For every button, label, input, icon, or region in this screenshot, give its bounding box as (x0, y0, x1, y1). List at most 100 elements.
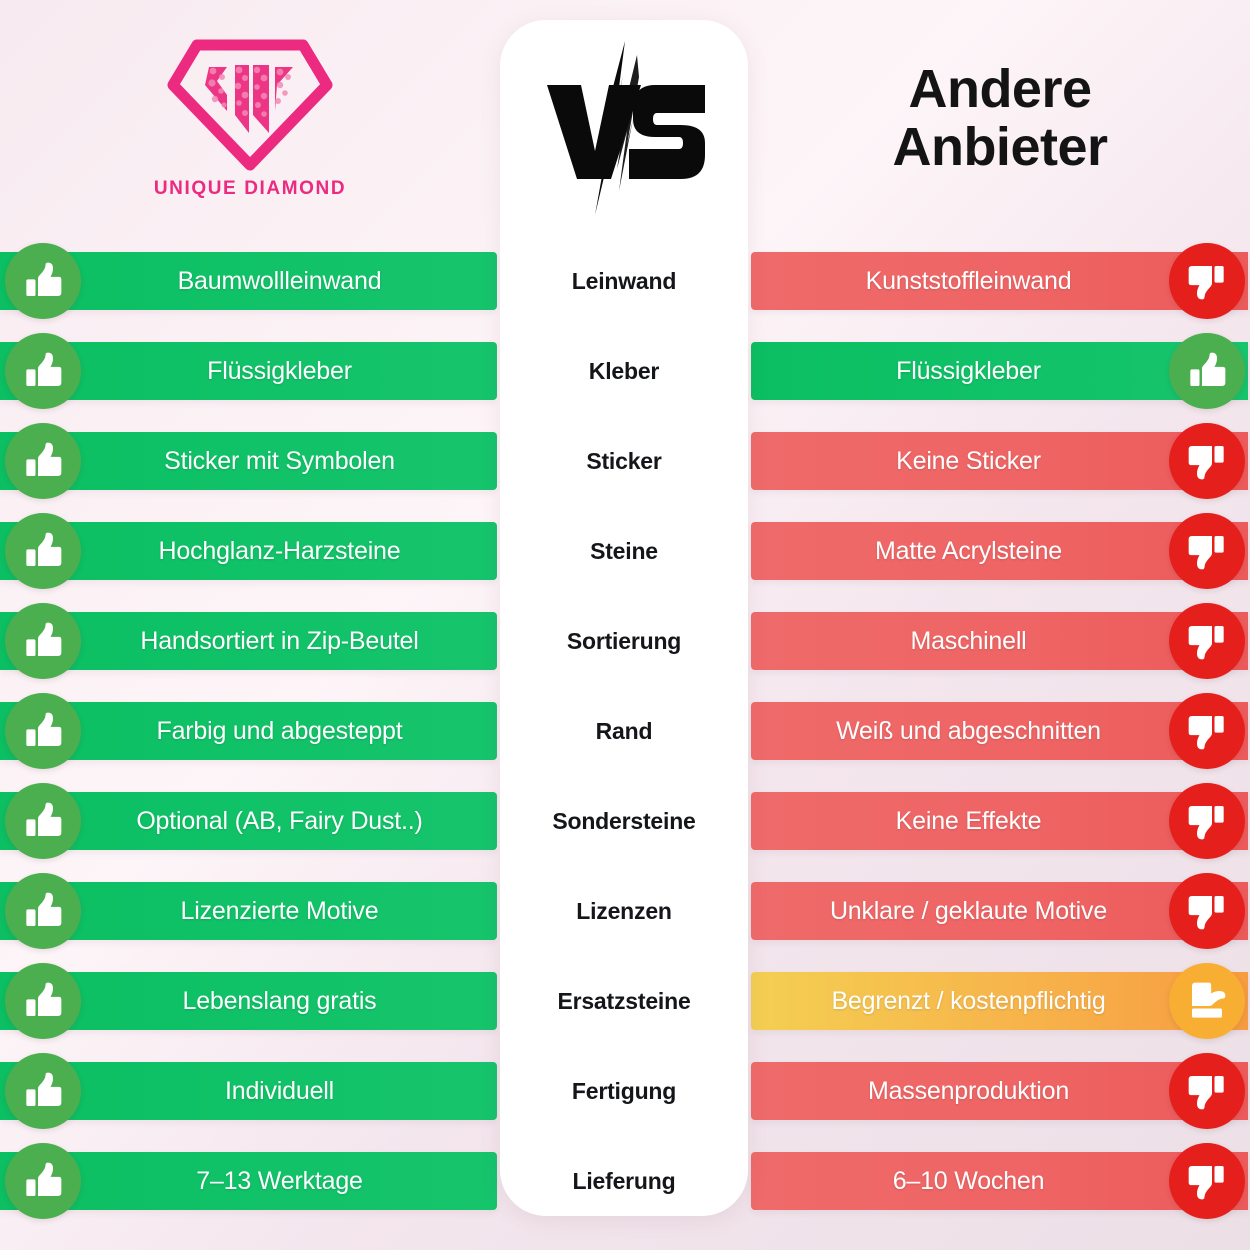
competitor-value-text: Weiß und abgeschnitten (836, 716, 1101, 745)
brand-value-bar: Flüssigkleber (0, 342, 497, 400)
competitor-header: Andere Anbieter (750, 0, 1250, 236)
competitor-value-text: Massenproduktion (867, 1076, 1070, 1105)
header: UNIQUE DIAMOND Andere Anbieter (0, 0, 1250, 236)
competitor-value-text: Unklare / geklaute Motive (829, 896, 1108, 925)
brand-value-text: Sticker mit Symbolen (164, 446, 395, 475)
competitor-value-bar: Begrenzt / kostenpflichtig (751, 972, 1248, 1030)
competitor-value-text: Kunststoffleinwand (865, 266, 1072, 295)
competitor-value-text: Begrenzt / kostenpflichtig (831, 986, 1106, 1015)
vs-icon (547, 41, 705, 215)
brand-value-bar: Sticker mit Symbolen (0, 432, 497, 490)
thumbs-down-icon (1169, 693, 1245, 769)
comparison-row: Baumwollleinwand Kunststoffleinwand (0, 236, 1250, 326)
thumbs-down-icon (1169, 1053, 1245, 1129)
center-panel: Leinwand Kleber Sticker Steine Sortierun… (500, 20, 748, 1216)
brand-value-bar: Handsortiert in Zip-Beutel (0, 612, 497, 670)
comparison-row: Sticker mit Symbolen Keine Sticker (0, 416, 1250, 506)
competitor-value-bar: 6–10 Wochen (751, 1152, 1248, 1210)
comparison-row: Farbig und abgesteppt Weiß und abgeschnit… (0, 686, 1250, 776)
category-label: Rand (595, 717, 653, 744)
brand-value-text: Hochglanz-Harzsteine (158, 536, 401, 565)
diamond-logo-icon (165, 37, 335, 172)
thumbs-down-icon (1169, 423, 1245, 499)
comparison-row: Individuell Massenproduktion (0, 1046, 1250, 1136)
thumbs-up-icon (5, 333, 81, 409)
thumbs-up-icon (1169, 333, 1245, 409)
competitor-value-bar: Kunststoffleinwand (751, 252, 1248, 310)
brand-value-text: Individuell (225, 1076, 334, 1105)
brand-value-text: Baumwollleinwand (177, 266, 382, 295)
thumbs-down-icon (1169, 243, 1245, 319)
competitor-value-bar: Maschinell (751, 612, 1248, 670)
competitor-title-line1: Andere (908, 58, 1092, 119)
thumbs-up-icon (5, 783, 81, 859)
thumbs-down-icon (1169, 603, 1245, 679)
competitor-value-bar: Unklare / geklaute Motive (751, 882, 1248, 940)
brand-value-bar: Individuell (0, 1062, 497, 1120)
comparison-row: Lizenzierte Motive Unklare / geklaute Mot… (0, 866, 1250, 956)
competitor-value-text: Keine Effekte (895, 806, 1042, 835)
thumbs-up-icon (5, 513, 81, 589)
thumbs-down-icon (1169, 783, 1245, 859)
thumbs-up-icon (5, 423, 81, 499)
competitor-value-bar: Keine Sticker (751, 432, 1248, 490)
brand-value-bar: Farbig und abgesteppt (0, 702, 497, 760)
category-label: Lieferung (572, 1167, 676, 1194)
thumbs-up-icon (5, 1053, 81, 1129)
brand-value-bar: 7–13 Werktage (0, 1152, 497, 1210)
thumbs-up-icon (5, 1143, 81, 1219)
brand-value-bar: Hochglanz-Harzsteine (0, 522, 497, 580)
competitor-value-bar: Matte Acrylsteine (751, 522, 1248, 580)
thumbs-down-icon (1169, 1143, 1245, 1219)
comparison-row: Hochglanz-Harzsteine Matte Acrylsteine (0, 506, 1250, 596)
comparison-row: Lebenslang gratis Begrenzt / kostenpflich… (0, 956, 1250, 1046)
competitor-value-bar: Weiß und abgeschnitten (751, 702, 1248, 760)
thumbs-up-icon (5, 963, 81, 1039)
brand-name: UNIQUE DIAMOND (153, 177, 347, 199)
category-label: Steine (590, 537, 658, 564)
thumbs-down-icon (1169, 873, 1245, 949)
comparison-row: Optional (AB, Fairy Dust..) Keine Effekte (0, 776, 1250, 866)
comparison-row: Handsortiert in Zip-Beutel Maschinell (0, 596, 1250, 686)
competitor-title: Andere Anbieter (892, 58, 1108, 177)
category-label: Sondersteine (552, 807, 696, 834)
competitor-value-bar: Massenproduktion (751, 1062, 1248, 1120)
thumbs-down-icon (1169, 513, 1245, 589)
comparison-row: Flüssigkleber Flüssigkleber (0, 326, 1250, 416)
brand-value-text: Optional (AB, Fairy Dust..) (136, 806, 423, 835)
category-label: Sortierung (566, 627, 682, 654)
category-label: Ersatzsteine (557, 987, 691, 1014)
thumbs-up-icon (5, 693, 81, 769)
comparison-row: 7–13 Werktage 6–10 Wochen (0, 1136, 1250, 1226)
thumbs-sideways-icon (1169, 963, 1245, 1039)
category-label: Sticker (586, 447, 662, 474)
thumbs-up-icon (5, 873, 81, 949)
competitor-value-text: Flüssigkleber (896, 356, 1041, 385)
thumbs-up-icon (5, 603, 81, 679)
brand-value-text: Handsortiert in Zip-Beutel (140, 626, 419, 655)
competitor-value-bar: Keine Effekte (751, 792, 1248, 850)
category-label: Kleber (588, 357, 660, 384)
category-label: Leinwand (571, 267, 677, 294)
brand-value-text: 7–13 Werktage (196, 1166, 363, 1195)
brand-value-bar: Optional (AB, Fairy Dust..) (0, 792, 497, 850)
competitor-value-text: Matte Acrylsteine (875, 536, 1062, 565)
competitor-title-line2: Anbieter (892, 117, 1108, 177)
competitor-value-text: 6–10 Wochen (892, 1166, 1045, 1195)
vs-badge (500, 20, 748, 236)
brand-value-bar: Lebenslang gratis (0, 972, 497, 1030)
brand-value-text: Lebenslang gratis (182, 986, 377, 1015)
brand-value-bar: Lizenzierte Motive (0, 882, 497, 940)
brand-value-text: Flüssigkleber (207, 356, 352, 385)
competitor-value-bar: Flüssigkleber (751, 342, 1248, 400)
category-labels: Leinwand Kleber Sticker Steine Sortierun… (500, 236, 748, 1216)
brand-block: UNIQUE DIAMOND (0, 0, 500, 236)
category-label: Fertigung (571, 1077, 677, 1104)
brand-value-text: Lizenzierte Motive (180, 896, 379, 925)
thumbs-up-icon (5, 243, 81, 319)
brand-value-bar: Baumwollleinwand (0, 252, 497, 310)
competitor-value-text: Maschinell (910, 626, 1027, 655)
category-label: Lizenzen (576, 897, 672, 924)
